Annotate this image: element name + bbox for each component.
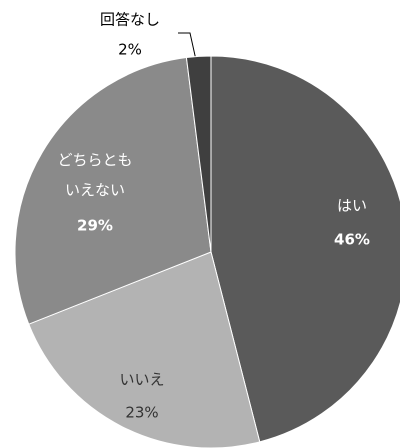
value-label: 2%	[118, 41, 142, 59]
pie-slice	[28, 251, 261, 448]
pie	[14, 55, 400, 448]
value-label: 29%	[77, 217, 113, 235]
pie-slice	[185, 55, 212, 253]
category-label: 回答なし	[100, 11, 160, 29]
leader-line	[178, 32, 197, 61]
category-label: はい	[337, 197, 367, 215]
category-label: どちらともいえない	[57, 151, 132, 199]
pie-slice	[210, 55, 400, 443]
category-label: いいえ	[119, 371, 164, 389]
value-label: 46%	[334, 231, 370, 249]
pie-slice	[14, 56, 212, 325]
value-label: 23%	[125, 404, 158, 422]
